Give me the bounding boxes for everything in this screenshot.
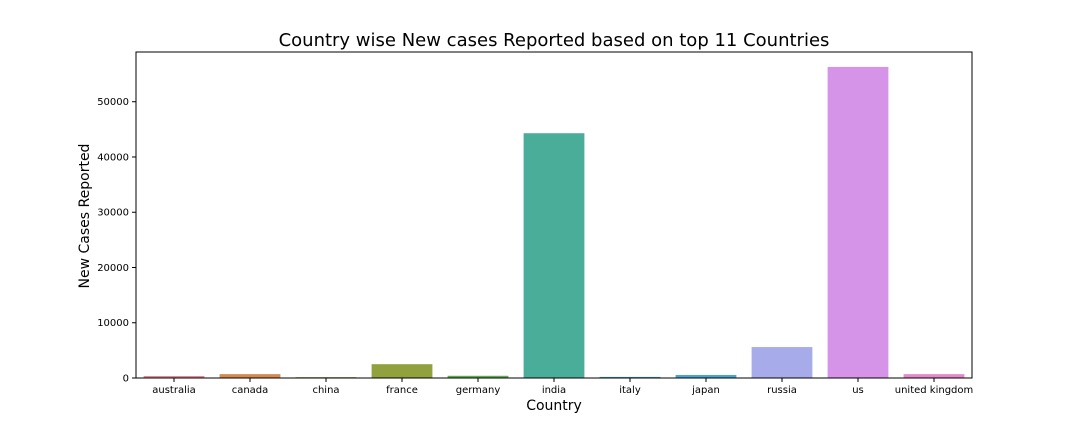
x-tick-label: china	[312, 385, 339, 396]
bars-layer	[143, 66, 965, 379]
x-tick-label: australia	[152, 385, 196, 396]
chart-title: Country wise New cases Reported based on…	[279, 30, 830, 51]
x-tick-label: germany	[456, 385, 501, 396]
x-tick-label: italy	[619, 385, 641, 396]
y-tick-label: 30000	[97, 208, 129, 219]
x-axis: australia canada china france germany india it…	[152, 378, 973, 396]
y-axis-label: New Cases Reported	[77, 144, 93, 289]
bar-australia	[143, 376, 205, 378]
x-axis-label: Country	[526, 398, 582, 414]
x-tick-label: france	[386, 385, 418, 396]
x-tick-label: us	[852, 385, 864, 396]
x-tick-label: japan	[691, 385, 720, 396]
y-tick-label: 10000	[97, 318, 129, 329]
y-tick-label: 20000	[97, 263, 129, 274]
x-tick-label: united kingdom	[895, 385, 974, 396]
x-tick-label: india	[542, 385, 566, 396]
x-tick-label: canada	[232, 385, 269, 396]
bar-canada	[219, 374, 281, 378]
bar-russia	[751, 347, 813, 378]
bar-india	[523, 133, 585, 378]
y-axis: 0 10000 20000 30000 40000 50000	[97, 97, 136, 385]
bar-france	[371, 364, 433, 378]
bar-japan	[675, 374, 737, 378]
bar-germany	[447, 375, 509, 378]
bar-us	[827, 66, 889, 379]
y-tick-label: 40000	[97, 152, 129, 163]
plot-frame	[135, 51, 973, 379]
bar-united-kingdom	[903, 374, 965, 378]
y-tick-label: 50000	[97, 97, 129, 108]
bar-italy	[599, 376, 661, 378]
x-tick-label: russia	[767, 385, 797, 396]
y-tick-label: 0	[123, 374, 129, 385]
